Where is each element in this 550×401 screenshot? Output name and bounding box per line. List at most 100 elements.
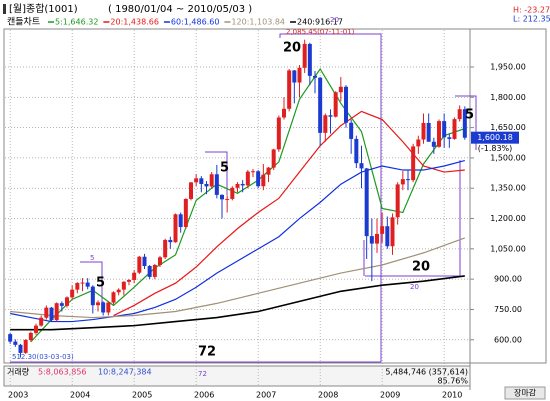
low-info: L: 212.35 (513, 15, 550, 24)
candle-body (23, 339, 28, 353)
plot-frame (3, 28, 547, 364)
annotation-bracket (279, 33, 382, 362)
x-tick-label: 2004 (70, 391, 90, 400)
candle-body (431, 141, 436, 147)
candle-body (271, 149, 276, 168)
legend-label: 60:1,486.60 (171, 18, 220, 27)
annotation: 5 (220, 161, 229, 176)
last-price-box (471, 131, 519, 144)
annotation-bracket (80, 261, 103, 310)
candle-body (344, 86, 348, 123)
candle-body (333, 92, 338, 117)
candle-body (375, 233, 379, 244)
candle-body (152, 265, 157, 277)
close-button[interactable] (504, 386, 546, 400)
candle-body (385, 226, 390, 247)
candle-body (220, 194, 224, 200)
candle-body (90, 286, 95, 306)
x-tick-label: 2003 (8, 391, 28, 400)
candle-body (323, 115, 328, 133)
candle-body (96, 302, 100, 306)
candle-body (121, 281, 126, 290)
candle-body (452, 119, 457, 139)
candle-body (85, 282, 90, 287)
y-tick-label: 1,350.00 (490, 184, 526, 193)
moving-average-line (10, 159, 465, 323)
y-tick-label: 1,050.00 (490, 244, 526, 253)
annotation: 2,085.45(07-11-01) (286, 28, 355, 36)
candle-body (70, 289, 75, 298)
candle-body (313, 75, 317, 78)
candle-body (18, 344, 23, 353)
candle-body (132, 272, 137, 280)
volume-ma10: 10:8,247,384 (98, 368, 152, 377)
candle-body (240, 183, 245, 186)
candle-body (457, 109, 462, 120)
volume-ma5: 5:8,063,856 (38, 368, 87, 377)
candle-body (163, 239, 168, 258)
candle-body (359, 163, 364, 169)
candle-body (230, 187, 235, 199)
x-tick-label: 2006 (194, 391, 214, 400)
volume-label: 거래량 (7, 367, 30, 377)
candle-body (183, 198, 188, 228)
candle-body (106, 302, 111, 313)
candle-body (178, 214, 183, 228)
candle-body (307, 43, 312, 76)
candle-body (39, 317, 44, 326)
candle-body (28, 332, 33, 340)
moving-average-line (10, 237, 466, 319)
candle-body (369, 236, 374, 244)
candle-body (437, 121, 441, 147)
candle-body (400, 179, 405, 185)
last-price-change: (-1.83%) (478, 144, 513, 153)
y-tick-label: 900.00 (494, 275, 522, 284)
candle-body (251, 171, 255, 173)
candle-body (199, 178, 204, 184)
candle-body (194, 178, 199, 183)
candle-body (287, 70, 292, 109)
candle-body (395, 184, 400, 218)
annotation: 5 (465, 108, 474, 123)
candle-body (189, 182, 193, 199)
candle-body (101, 302, 106, 313)
x-tick-label: 2005 (132, 391, 152, 400)
annotation-bracket (205, 151, 228, 195)
candle-body (380, 226, 385, 234)
y-tick-label: 1,650.00 (490, 123, 526, 132)
volume-ratio: 85.76% (437, 377, 468, 386)
candle-body (116, 289, 121, 293)
candle-body (13, 341, 18, 345)
annotation: 5 (96, 276, 105, 291)
candle-body (34, 325, 38, 333)
candle-body (59, 303, 64, 306)
candle-body (111, 292, 116, 303)
volume-last: 5,484,746 (357,614) (385, 368, 468, 377)
annotation: 20 (330, 16, 339, 24)
x-tick-label: 2007 (256, 391, 276, 400)
annotation: 72 (198, 345, 216, 360)
candle-body (158, 257, 162, 266)
candle-body (245, 171, 250, 186)
annotation: 20 (283, 41, 301, 56)
close-button-label[interactable]: 장마감 (514, 388, 537, 398)
candle-body (8, 334, 13, 342)
x-tick-label: 2010 (442, 391, 462, 400)
candle-body (447, 137, 452, 139)
candle-body (204, 183, 209, 187)
candle-body (127, 279, 131, 282)
legend-label: 캔들차트 (7, 16, 40, 28)
candle-body (426, 122, 431, 142)
candle-body (214, 174, 219, 195)
candle-body (406, 179, 410, 181)
title: [월]종합(1001) (9, 3, 78, 15)
candle-body (282, 108, 286, 118)
title-marker (3, 4, 6, 14)
candle-body (411, 146, 416, 181)
candle-body (235, 183, 240, 188)
candle-body (80, 282, 85, 284)
candle-body (49, 307, 54, 321)
volume-panel (3, 365, 471, 387)
